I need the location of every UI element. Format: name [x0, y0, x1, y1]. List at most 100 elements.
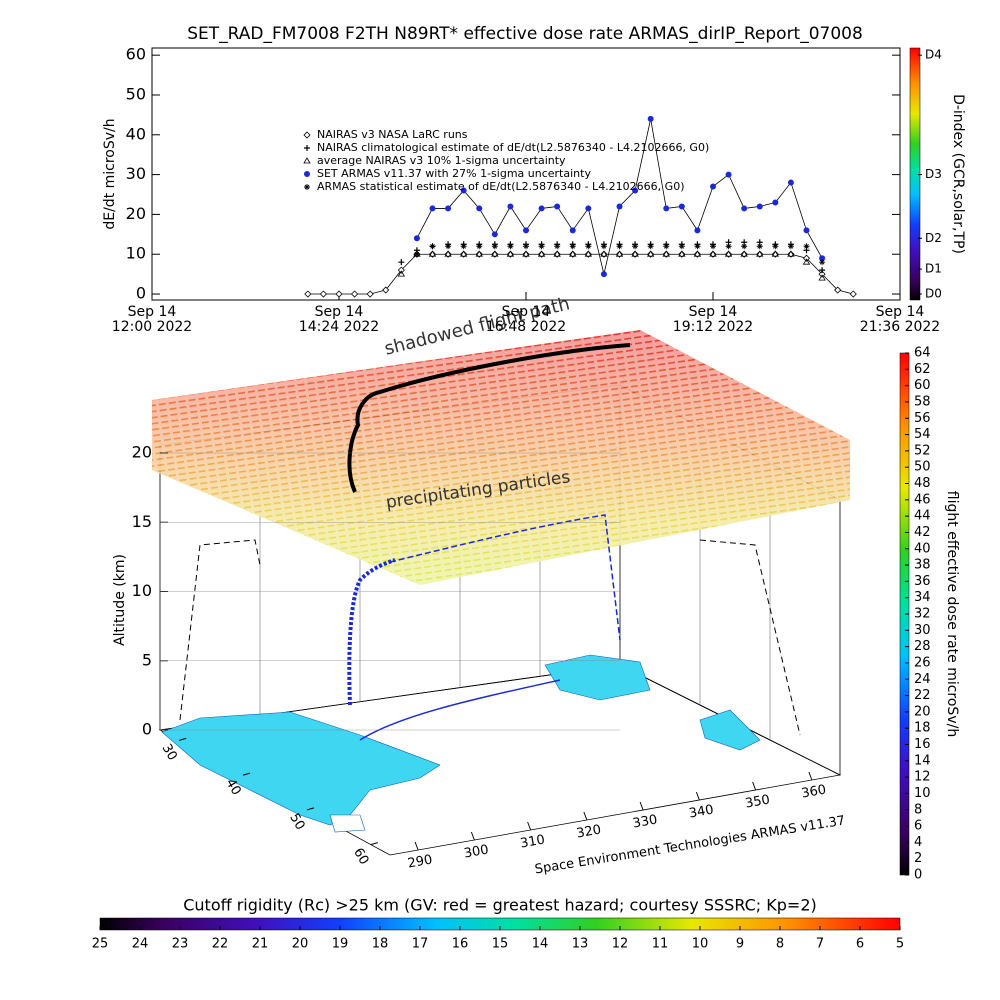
legend-label: NAIRAS climatological estimate of dE/dt(… — [317, 141, 709, 154]
data-point — [693, 250, 702, 257]
data-point — [584, 250, 593, 257]
data-point — [678, 250, 686, 258]
data-point — [506, 250, 514, 258]
y-tick — [179, 737, 187, 741]
data-point — [819, 267, 826, 274]
colorbar-tick-label: 15 — [492, 937, 509, 952]
colorbar-tick-label: 7 — [816, 937, 824, 952]
colorbar-tick-label: 9 — [736, 937, 744, 952]
colorbar-tick-label: 25 — [92, 937, 109, 952]
data-point — [802, 254, 811, 262]
data-point — [522, 250, 530, 258]
colorbar-tick-label: 12 — [914, 770, 931, 785]
data-point — [662, 250, 670, 257]
z-axis-label: Altitude (km) — [112, 554, 128, 646]
data-point — [771, 250, 779, 258]
z-tick-label: 0 — [142, 720, 152, 739]
data-point — [710, 243, 716, 250]
y-tick-label: 20 — [126, 204, 146, 223]
colorbar-tick-label: 62 — [914, 362, 931, 377]
data-point — [709, 250, 717, 258]
x-tick-label: 360 — [800, 782, 827, 801]
colorbar-tick-label: 26 — [914, 655, 931, 670]
data-point — [632, 187, 639, 194]
y-tick — [306, 807, 315, 811]
colorbar-tick-label: 20 — [292, 937, 309, 952]
x-tick-label: Sep 14 19:12 2022 — [672, 304, 754, 335]
data-point — [445, 243, 452, 250]
data-point — [647, 115, 654, 122]
credit: Space Environment Technologies ARMAS v11… — [534, 813, 846, 877]
colorbar-tick-label: 11 — [652, 937, 669, 952]
data-point — [382, 286, 390, 294]
data-point — [678, 243, 685, 250]
colorbar-tick-label: 48 — [914, 476, 931, 491]
z-tick-label: 20 — [132, 443, 152, 462]
data-point — [787, 179, 794, 186]
legend-marker — [304, 145, 310, 151]
data-point — [740, 250, 748, 257]
data-point — [569, 243, 576, 250]
z-tick-label: 5 — [142, 650, 152, 669]
x-tick-label: Sep 14 12:00 2022 — [111, 304, 193, 335]
data-point — [803, 227, 810, 234]
legend-label: NAIRAS v3 NASA LaRC runs — [317, 128, 468, 141]
colorbar-tick-label: 14 — [914, 753, 931, 768]
y2-tick-label: D2 — [925, 231, 942, 245]
data-point — [351, 290, 359, 298]
colorbar-tick-label: 23 — [172, 937, 189, 952]
y2-tick-label: D0 — [925, 287, 942, 301]
data-point — [647, 243, 654, 250]
colorbar-tick-label: 38 — [914, 558, 931, 573]
colorbar-tick-label: 19 — [332, 937, 349, 952]
data-point — [445, 205, 452, 212]
map-land — [161, 654, 761, 833]
legend-label: average NAIRAS v3 10% 1-sigma uncertaint… — [317, 154, 566, 167]
colorbar-tick-label: 5 — [896, 937, 904, 952]
x-tick — [752, 781, 757, 791]
colorbar-tick-label: 12 — [612, 937, 629, 952]
colorbar-tick-label: 56 — [914, 411, 931, 426]
data-point — [335, 290, 343, 298]
data-point — [553, 250, 561, 257]
data-point — [725, 250, 733, 258]
y-tick-label: 50 — [286, 811, 307, 833]
data-point — [802, 258, 811, 265]
colorbar-tick-label: 52 — [914, 443, 931, 458]
data-point — [787, 250, 795, 258]
data-point — [678, 203, 685, 210]
data-point — [709, 250, 717, 257]
y-tick-label: 40 — [126, 124, 146, 143]
data-point — [460, 243, 467, 250]
data-point — [429, 205, 436, 212]
data-point — [491, 243, 498, 250]
data-point — [397, 270, 406, 277]
y-tick — [370, 842, 378, 846]
x-tick-label: Sep 14 21:36 2022 — [859, 304, 941, 335]
colorbar-tick-label: 14 — [532, 937, 549, 952]
x-tick — [527, 821, 532, 831]
y2-tick-label: D1 — [925, 262, 942, 276]
x-tick-label: 320 — [575, 822, 602, 841]
data-point — [413, 251, 420, 258]
colorbar-tick-label: 20 — [914, 704, 931, 719]
data-point — [663, 205, 670, 212]
data-point — [507, 203, 514, 210]
data-point — [475, 250, 483, 257]
x-tick-label: 340 — [688, 802, 715, 821]
data-point — [475, 250, 483, 258]
data-point — [428, 250, 437, 257]
data-point — [584, 250, 592, 258]
colorbar-tick-label: 8 — [776, 937, 784, 952]
z-tick-label: 15 — [132, 512, 152, 531]
x-tick — [808, 771, 813, 781]
colorbar-tick-label: 30 — [914, 623, 931, 638]
data-point — [429, 243, 436, 250]
colorbar-tick-label: 21 — [252, 937, 269, 952]
colorbar-tick-label: 54 — [914, 427, 931, 442]
data-point — [553, 250, 561, 258]
chart-title: SET_RAD_FM7008 F2TH N89RT* effective dos… — [187, 24, 863, 44]
x-tick-label: Sep 14 16:48 2022 — [485, 304, 567, 335]
colorbar-tick-label: 16 — [914, 737, 931, 752]
